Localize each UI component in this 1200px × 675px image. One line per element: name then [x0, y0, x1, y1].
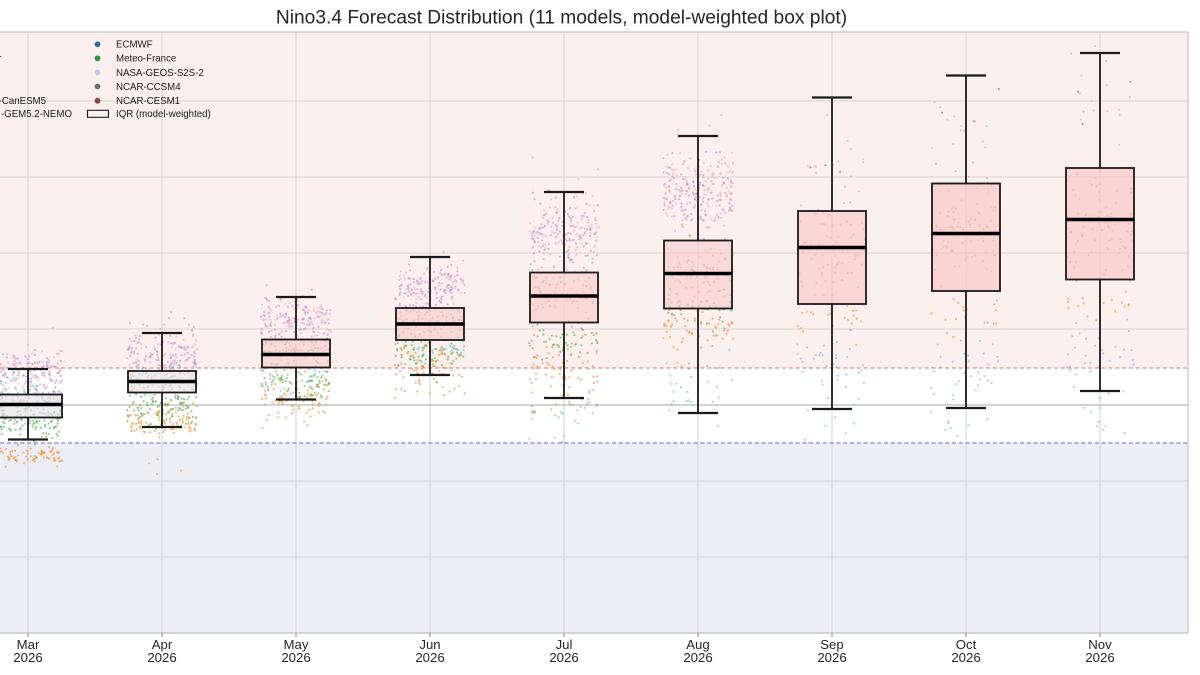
svg-text:Oct: Oct	[956, 637, 977, 652]
svg-text:2026: 2026	[147, 650, 176, 665]
svg-text:NASA-GEOS-S2S-2: NASA-GEOS-S2S-2	[116, 68, 204, 79]
svg-text:Meteo-France: Meteo-France	[116, 54, 176, 65]
svg-text:2026: 2026	[683, 650, 712, 665]
svg-text:Apr: Apr	[152, 637, 173, 652]
svg-text:2026: 2026	[13, 650, 42, 665]
svg-text:NCAR-CESM1: NCAR-CESM1	[116, 96, 180, 107]
svg-text:r: r	[0, 54, 2, 65]
svg-text:Nov: Nov	[1088, 637, 1112, 652]
svg-text:2026: 2026	[281, 650, 310, 665]
svg-text:IQR (model-weighted): IQR (model-weighted)	[116, 109, 211, 120]
svg-text:May: May	[284, 637, 309, 652]
svg-text:Aug: Aug	[686, 637, 709, 652]
svg-text:Jul: Jul	[556, 637, 573, 652]
svg-text:2026: 2026	[817, 650, 846, 665]
svg-text:2026: 2026	[951, 650, 980, 665]
svg-text:NCAR-CCSM4: NCAR-CCSM4	[116, 82, 181, 93]
svg-text:Nino3.4 Forecast Distribution: Nino3.4 Forecast Distribution (11 models…	[276, 7, 847, 28]
svg-text:2026: 2026	[1085, 650, 1114, 665]
svg-text:Sep: Sep	[820, 637, 843, 652]
svg-text:-CanESM5: -CanESM5	[0, 96, 46, 107]
svg-text:Jun: Jun	[419, 637, 440, 652]
svg-text:ECMWF: ECMWF	[116, 40, 153, 51]
svg-text:Mar: Mar	[17, 637, 40, 652]
svg-text:-GEM5.2-NEMO: -GEM5.2-NEMO	[1, 109, 73, 120]
svg-text:2026: 2026	[415, 650, 444, 665]
svg-text:2026: 2026	[549, 650, 578, 665]
